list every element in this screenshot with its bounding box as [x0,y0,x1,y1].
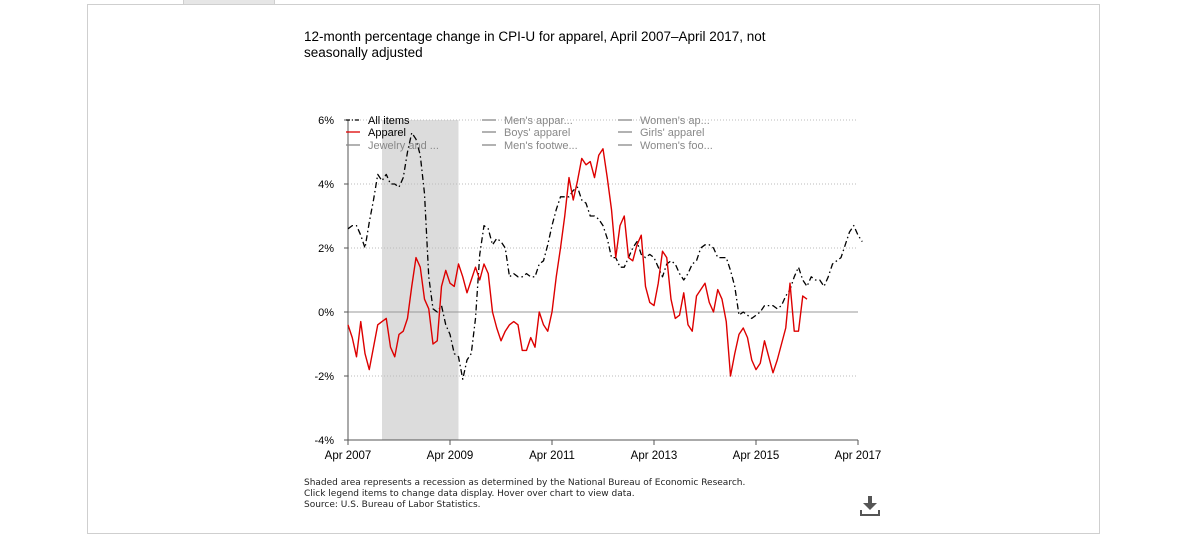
legend-label: Boys' apparel [504,127,570,139]
note-recession: Shaded area represents a recession as de… [304,478,746,488]
legend-item[interactable]: Women's foo... [618,140,713,152]
legend-item[interactable]: Women's ap... [618,115,710,127]
series-line-apparel[interactable] [347,148,808,377]
tab-stub[interactable] [183,0,275,5]
y-tick-label: -4% [314,435,334,447]
legend-label: Women's foo... [640,140,713,152]
legend-item[interactable]: Men's footwe... [482,140,578,152]
line-chart[interactable]: -4% -2% 0% 2% 4% 6% Apr 2007 Apr 2009 Apr 2011 Ap… [0,0,1192,520]
note-source: Source: U.S. Bureau of Labor Statistics. [304,500,481,510]
x-tick-label: Apr 2013 [631,450,678,462]
recession-shading [382,120,459,440]
legend-item[interactable]: All items [346,115,410,127]
legend-item[interactable]: Girls' apparel [618,127,704,139]
legend-label: All items [368,115,410,127]
x-tick-label: Apr 2015 [733,450,780,462]
legend-label: Men's appar... [504,115,573,127]
x-tick-label: Apr 2007 [325,450,372,462]
legend-item[interactable]: Apparel [346,127,406,139]
y-tick-label: 4% [318,179,334,191]
y-tick-label: 0% [318,307,334,319]
legend-item[interactable]: Jewelry and ... [346,140,439,152]
x-tick-label: Apr 2017 [835,450,882,462]
series-line-all-items[interactable] [347,132,863,380]
legend-label: Jewelry and ... [368,140,439,152]
legend-label: Women's ap... [640,115,710,127]
y-tick-label: 2% [318,243,334,255]
chart-panel [87,4,1100,534]
x-tick-label: Apr 2009 [427,450,474,462]
chart-title: 12-month percentage change in CPI-U for … [304,29,766,60]
chart-notes: Shaded area represents a recession as de… [304,478,745,511]
legend-label: Girls' apparel [640,127,704,139]
download-icon[interactable] [858,494,882,518]
legend-item[interactable]: Boys' apparel [482,127,570,139]
note-instructions: Click legend items to change data displa… [304,489,635,499]
y-tick-label: 6% [318,115,334,127]
y-tick-label: -2% [314,371,334,383]
x-tick-label: Apr 2011 [529,450,575,462]
legend-label: Men's footwe... [504,140,578,152]
legend-label: Apparel [368,127,406,139]
legend-item[interactable]: Men's appar... [482,115,573,127]
